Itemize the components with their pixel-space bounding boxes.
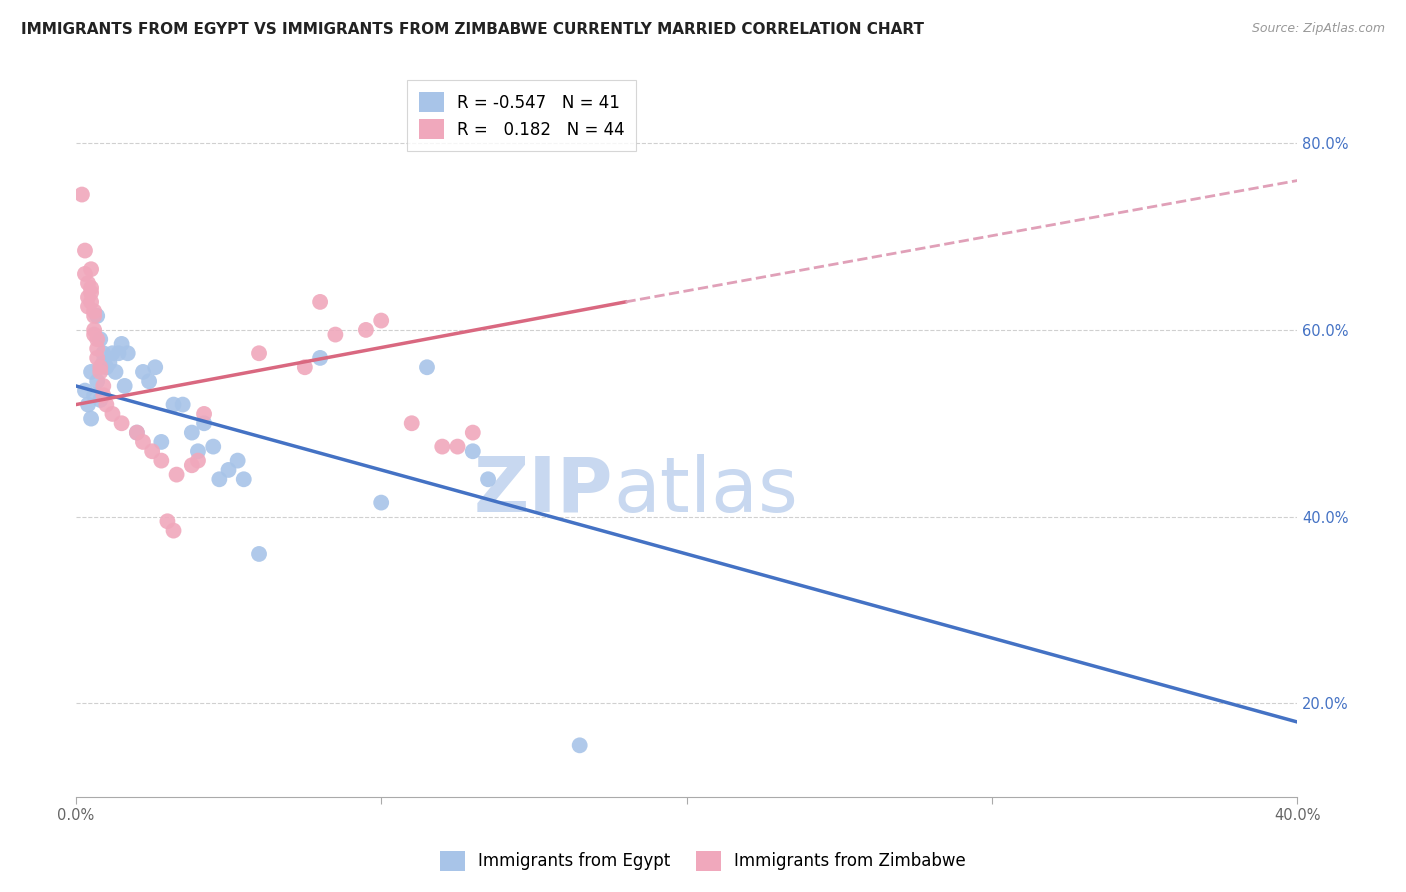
Point bbox=[162, 398, 184, 412]
Point bbox=[143, 360, 166, 375]
Point bbox=[104, 365, 127, 379]
Point bbox=[180, 425, 202, 440]
Point bbox=[73, 267, 96, 281]
Point bbox=[150, 434, 173, 449]
Point bbox=[86, 309, 108, 323]
Text: atlas: atlas bbox=[613, 454, 799, 528]
Point bbox=[80, 281, 103, 295]
Point bbox=[309, 294, 332, 309]
Point bbox=[80, 365, 103, 379]
Legend: Immigrants from Egypt, Immigrants from Zimbabwe: Immigrants from Egypt, Immigrants from Z… bbox=[432, 842, 974, 880]
Point bbox=[91, 346, 114, 360]
Point bbox=[193, 417, 215, 431]
Point bbox=[80, 294, 103, 309]
Point bbox=[83, 388, 105, 402]
Text: Source: ZipAtlas.com: Source: ZipAtlas.com bbox=[1251, 22, 1385, 36]
Point bbox=[96, 360, 118, 375]
Point bbox=[89, 332, 111, 346]
Point bbox=[446, 440, 468, 454]
Point bbox=[156, 514, 179, 528]
Point bbox=[96, 398, 118, 412]
Point bbox=[370, 495, 392, 509]
Point bbox=[98, 355, 121, 369]
Point bbox=[132, 434, 155, 449]
Point bbox=[187, 444, 209, 458]
Point bbox=[138, 374, 160, 388]
Point bbox=[568, 739, 591, 753]
Legend: R = -0.547   N = 41, R =   0.182   N = 44: R = -0.547 N = 41, R = 0.182 N = 44 bbox=[406, 80, 637, 151]
Point bbox=[101, 407, 124, 421]
Point bbox=[117, 346, 139, 360]
Point bbox=[73, 384, 96, 398]
Point bbox=[401, 417, 423, 431]
Point bbox=[70, 187, 93, 202]
Point bbox=[110, 337, 132, 351]
Point bbox=[432, 440, 454, 454]
Point bbox=[110, 417, 132, 431]
Point bbox=[91, 355, 114, 369]
Point bbox=[309, 351, 332, 365]
Point bbox=[114, 379, 136, 393]
Point bbox=[83, 309, 105, 323]
Point bbox=[325, 327, 347, 342]
Point bbox=[89, 392, 111, 407]
Point bbox=[477, 472, 499, 486]
Text: ZIP: ZIP bbox=[474, 454, 613, 528]
Point bbox=[80, 262, 103, 277]
Point bbox=[193, 407, 215, 421]
Point bbox=[125, 425, 148, 440]
Point bbox=[461, 425, 484, 440]
Point bbox=[77, 277, 100, 291]
Point bbox=[91, 379, 114, 393]
Point bbox=[86, 342, 108, 356]
Point bbox=[89, 365, 111, 379]
Point bbox=[226, 453, 249, 467]
Point bbox=[166, 467, 188, 482]
Point bbox=[107, 346, 129, 360]
Point bbox=[77, 290, 100, 304]
Point bbox=[294, 360, 316, 375]
Point bbox=[162, 524, 184, 538]
Point bbox=[80, 285, 103, 300]
Point bbox=[83, 304, 105, 318]
Point bbox=[89, 360, 111, 375]
Point bbox=[132, 365, 155, 379]
Point bbox=[416, 360, 439, 375]
Point bbox=[83, 327, 105, 342]
Point bbox=[80, 411, 103, 425]
Point bbox=[86, 332, 108, 346]
Point bbox=[247, 346, 270, 360]
Text: IMMIGRANTS FROM EGYPT VS IMMIGRANTS FROM ZIMBABWE CURRENTLY MARRIED CORRELATION : IMMIGRANTS FROM EGYPT VS IMMIGRANTS FROM… bbox=[21, 22, 924, 37]
Point bbox=[141, 444, 163, 458]
Point bbox=[86, 374, 108, 388]
Point bbox=[91, 388, 114, 402]
Point bbox=[125, 425, 148, 440]
Point bbox=[232, 472, 254, 486]
Point bbox=[86, 351, 108, 365]
Point bbox=[208, 472, 231, 486]
Point bbox=[150, 453, 173, 467]
Point bbox=[101, 346, 124, 360]
Point bbox=[187, 453, 209, 467]
Point bbox=[247, 547, 270, 561]
Point bbox=[172, 398, 194, 412]
Point bbox=[354, 323, 377, 337]
Point bbox=[218, 463, 240, 477]
Point bbox=[77, 398, 100, 412]
Point bbox=[180, 458, 202, 473]
Point bbox=[370, 313, 392, 327]
Point bbox=[73, 244, 96, 258]
Point bbox=[461, 444, 484, 458]
Point bbox=[77, 300, 100, 314]
Point bbox=[202, 440, 225, 454]
Point bbox=[83, 323, 105, 337]
